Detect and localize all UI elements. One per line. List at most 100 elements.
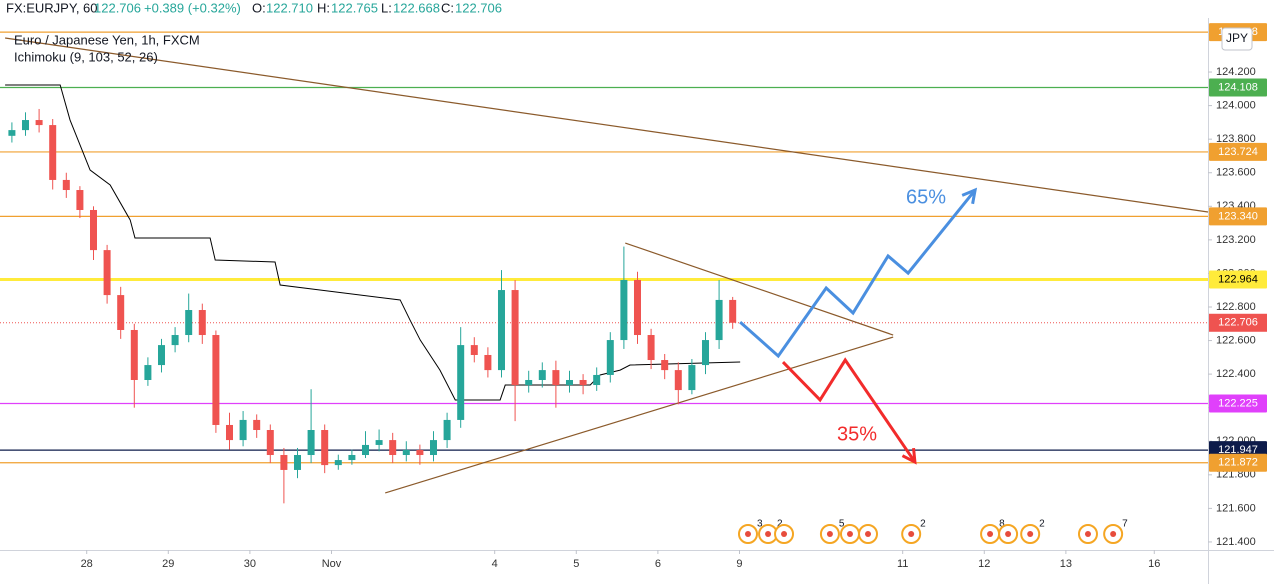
last-price-tag (1209, 313, 1267, 332)
event-dot (1005, 531, 1012, 537)
forecast-path (739, 189, 977, 359)
x-tick-label: 30 (244, 558, 256, 570)
event-dot (1027, 531, 1034, 537)
x-tick-label: 6 (655, 558, 661, 570)
x-tick-label: 4 (492, 558, 498, 570)
x-tick-label: 11 (897, 558, 908, 570)
candle-body (701, 340, 709, 366)
o-label: O: (252, 0, 266, 15)
candle-body (212, 335, 220, 425)
candle-body (321, 430, 329, 466)
candle-body (21, 120, 29, 131)
candle-body (307, 430, 315, 456)
candle-body (35, 120, 43, 126)
event-count: 2 (777, 519, 783, 530)
candle-body (171, 335, 179, 346)
candle-body (280, 455, 288, 470)
level-label: 124.108 (1218, 81, 1258, 93)
candle-body (361, 444, 369, 456)
event-count: 2 (1039, 519, 1045, 530)
candle-body (484, 354, 492, 371)
candle-body (402, 449, 410, 456)
event-dot (744, 531, 751, 537)
candle-body (715, 299, 723, 341)
forecast-label: 65% (906, 186, 946, 208)
x-tick-label: 13 (1060, 558, 1072, 570)
forecast-label: 35% (837, 423, 877, 445)
event-count: 3 (757, 519, 763, 530)
y-tick-label: 124.000 (1216, 100, 1256, 112)
candle-body (375, 440, 383, 445)
x-tick-label: 28 (81, 558, 93, 570)
candle-body (633, 279, 641, 336)
candle-body (661, 360, 669, 371)
level-tag (1209, 270, 1267, 289)
candle-body (606, 340, 614, 375)
level-tag (1209, 394, 1267, 413)
candle-body (117, 295, 125, 330)
level-label: 123.340 (1218, 210, 1258, 222)
chart-title: Euro / Japanese Yen, 1h, FXCM (14, 32, 200, 47)
close: 122.706 (455, 0, 502, 15)
y-tick-label: 123.600 (1216, 167, 1256, 179)
candle-body (334, 460, 342, 466)
high: 122.765 (331, 0, 378, 15)
level-label: 122.225 (1218, 397, 1258, 409)
indicator: Ichimoku (9, 103, 52, 26) (14, 49, 158, 64)
level-label: 121.947 (1218, 444, 1258, 456)
event-count: 8 (999, 519, 1005, 530)
candle-body (538, 370, 546, 380)
event-dot (1110, 531, 1117, 537)
candle-body (593, 374, 601, 386)
candle-body (688, 365, 696, 391)
trendline (5, 37, 1209, 213)
candle-body (8, 130, 16, 136)
x-tick-label: 12 (978, 558, 990, 570)
candle-body (76, 190, 84, 210)
candle-body (225, 424, 233, 441)
x-tick-label: Nov (322, 558, 342, 570)
level-label: 122.964 (1218, 273, 1258, 285)
candle-body (729, 299, 737, 323)
candle-body (579, 379, 587, 386)
y-tick-label: 122.400 (1216, 368, 1256, 380)
change: +0.389 (+0.32%) (144, 0, 241, 15)
candle-body (647, 335, 655, 361)
candle-body (89, 209, 97, 251)
event-dot (987, 531, 994, 537)
level-tag (1209, 142, 1267, 161)
currency-label: JPY (1226, 31, 1248, 45)
y-tick-label: 121.400 (1216, 536, 1256, 548)
low: 122.668 (393, 0, 440, 15)
plot (0, 31, 1209, 504)
level-tag (1209, 78, 1267, 97)
x-tick-label: 29 (162, 558, 174, 570)
last: 122.706 (94, 0, 141, 15)
x-tick-label: 5 (573, 558, 579, 570)
candle-body (239, 419, 247, 441)
event-dot (765, 531, 772, 537)
y-tick-label: 122.600 (1216, 334, 1256, 346)
candle-body (130, 329, 138, 380)
trendline (385, 336, 894, 494)
event-dot (865, 531, 872, 537)
y-tick-label: 124.200 (1216, 66, 1256, 78)
event-dot (908, 531, 915, 537)
event-dot (781, 531, 788, 537)
level-tag (1209, 453, 1267, 472)
currency-button[interactable] (1221, 27, 1253, 51)
candle-body (103, 250, 111, 296)
candle-body (429, 440, 437, 456)
candle-body (674, 370, 682, 391)
symbol: FX:EURJPY, 60 (6, 0, 98, 15)
event-dot (1084, 531, 1091, 537)
candle-body (389, 440, 397, 456)
candle-body (348, 455, 356, 461)
candle-body (443, 419, 451, 441)
candle-body (565, 379, 573, 386)
ichimoku-line (5, 84, 741, 401)
event-count: 5 (839, 519, 845, 530)
h-label: H: (317, 0, 330, 15)
